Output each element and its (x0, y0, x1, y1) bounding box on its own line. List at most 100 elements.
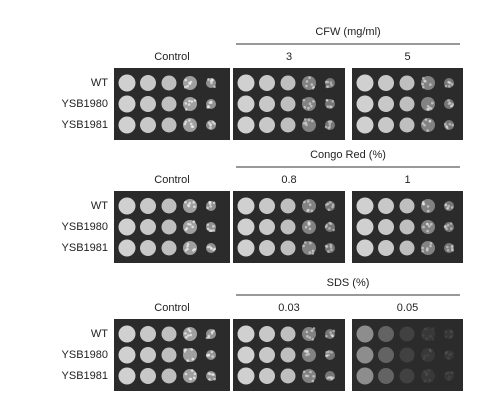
colony-speck (327, 127, 331, 130)
colony-spot (259, 117, 275, 133)
colony-speck (448, 353, 451, 357)
colony-spot (118, 74, 136, 92)
colony-spot (421, 327, 435, 341)
colony-spot (444, 120, 454, 130)
colony-speck (193, 205, 196, 209)
strain-label: YSB1981 (62, 119, 108, 131)
colony-spot (378, 117, 394, 133)
colony-speck (444, 204, 448, 207)
colony-speck (421, 246, 425, 250)
colony-speck (212, 329, 215, 333)
colony-speck (446, 245, 449, 249)
colony-speck (187, 334, 190, 337)
colony-spot (444, 371, 454, 381)
colony-speck (184, 249, 188, 252)
colony-speck (304, 374, 308, 378)
colony-spot (118, 239, 136, 257)
colony-speck (428, 349, 432, 352)
colony-speck (325, 85, 329, 89)
colony-speck (187, 222, 190, 226)
colony-speck (444, 330, 448, 334)
colony-speck (209, 100, 213, 104)
colony-speck (449, 222, 453, 225)
colony-speck (184, 200, 187, 204)
colony-speck (329, 376, 332, 380)
colony-speck (329, 120, 333, 123)
colony-spot (237, 346, 255, 364)
colony-speck (447, 378, 450, 381)
colony-spot (183, 241, 197, 255)
colony-speck (191, 357, 195, 361)
colony-speck (449, 105, 453, 108)
colony-speck (422, 357, 426, 360)
colony-speck (324, 80, 328, 84)
colony-speck (186, 84, 189, 88)
colony-speck (208, 378, 211, 381)
colony-spot (325, 201, 335, 211)
colony-speck (212, 373, 215, 377)
colony-spot (280, 347, 296, 363)
colony-spot (378, 198, 394, 214)
colony-speck (308, 227, 312, 231)
colony-speck (310, 83, 314, 86)
colony-speck (209, 126, 212, 129)
colony-speck (447, 356, 450, 360)
colony-speck (184, 102, 188, 105)
colony-spot (444, 78, 454, 88)
colony-speck (189, 377, 193, 381)
colony-speck (188, 329, 192, 333)
colony-spot (280, 368, 296, 384)
colony-speck (326, 377, 329, 380)
colony-speck (424, 327, 427, 331)
colony-speck (424, 118, 428, 121)
colony-speck (325, 203, 328, 207)
colony-speck (188, 201, 192, 205)
colony-speck (446, 207, 449, 210)
colony-speck (312, 85, 316, 89)
colony-speck (449, 352, 453, 356)
colony-speck (207, 336, 211, 339)
colony-spot (161, 117, 177, 133)
colony-speck (303, 118, 307, 121)
condition-label: 3 (286, 51, 292, 63)
colony-speck (447, 204, 451, 208)
colony-spot (237, 367, 255, 385)
colony-spot (280, 326, 296, 342)
colony-spot (161, 368, 177, 384)
colony-speck (213, 122, 216, 125)
colony-speck (206, 223, 209, 226)
colony-spot (280, 75, 296, 91)
colony-speck (425, 336, 429, 340)
colony-spot (259, 347, 275, 363)
colony-speck (206, 206, 209, 210)
colony-speck (311, 119, 314, 123)
colony-speck (325, 335, 328, 338)
colony-speck (305, 353, 308, 357)
colony-spot (140, 240, 156, 256)
colony-spot (325, 371, 335, 381)
colony-speck (189, 333, 193, 337)
colony-speck (303, 106, 307, 109)
colony-spot (399, 326, 415, 342)
colony-speck (330, 377, 334, 381)
colony-spot (325, 78, 335, 88)
colony-speck (449, 81, 452, 85)
colony-speck (184, 120, 188, 124)
colony-spot (161, 219, 177, 235)
colony-speck (185, 108, 188, 111)
colony-spot (399, 219, 415, 235)
strain-label: WT (91, 77, 108, 89)
colony-speck (188, 99, 191, 103)
colony-speck (423, 370, 427, 374)
colony-spot (140, 117, 156, 133)
colony-speck (446, 127, 449, 130)
colony-spot (444, 350, 454, 360)
colony-spot (259, 96, 275, 112)
colony-speck (329, 245, 333, 249)
colony-speck (451, 83, 454, 86)
colony-spot (356, 197, 374, 215)
colony-speck (305, 84, 308, 88)
colony-speck (445, 125, 448, 128)
colony-speck (325, 98, 329, 102)
colony-speck (306, 335, 309, 338)
